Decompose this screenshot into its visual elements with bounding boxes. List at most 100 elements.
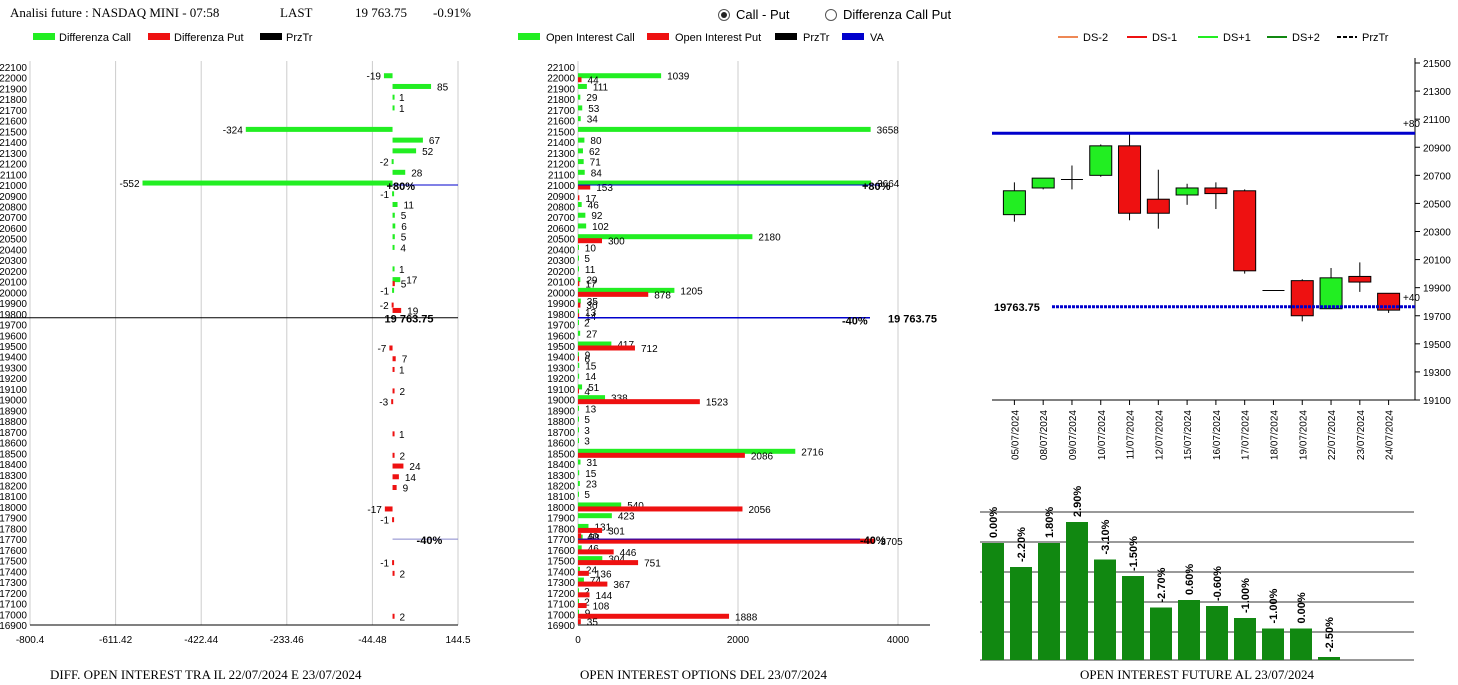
bar: [578, 238, 602, 244]
y-tick-label: 20500: [547, 235, 575, 246]
oi-options-chart: Open Interest Call Open Interest Put PrzTr…: [518, 32, 937, 646]
y-tick-label: 21200: [547, 160, 575, 171]
bar: [578, 83, 587, 89]
bar: [384, 506, 393, 512]
bar: [1010, 567, 1032, 660]
bar: [578, 212, 586, 218]
bar: [578, 438, 579, 444]
data-label: 80: [590, 136, 602, 147]
bar: [392, 307, 402, 313]
y-tick-label: 18600: [0, 439, 27, 450]
y-tick-label: 18000: [547, 503, 575, 514]
data-label: 1205: [680, 286, 703, 297]
y-tick-label: 19700: [547, 321, 575, 332]
bar: [578, 277, 581, 283]
bar: [392, 431, 395, 437]
bar: [578, 448, 796, 454]
bar: [1094, 559, 1116, 660]
radio-diff[interactable]: Differenza Call Put: [825, 7, 951, 22]
y-tick-label: 18300: [547, 471, 575, 482]
bar: [578, 291, 649, 297]
bar: [392, 137, 423, 143]
bar: [392, 560, 395, 566]
y-tick-label: 19500: [0, 342, 27, 353]
x-tick-label: 17/07/2024: [1241, 410, 1252, 460]
y-tick-label: 18100: [0, 492, 27, 503]
y-tick-label: 19600: [547, 331, 575, 342]
x-tick-label: 144.5: [445, 635, 470, 646]
radio-call-put[interactable]: Call - Put: [718, 7, 789, 22]
data-label: 3705: [880, 537, 903, 548]
bar: [578, 302, 581, 308]
bar: [578, 169, 585, 175]
y-tick-label: 20000: [547, 288, 575, 299]
bar: [578, 491, 579, 497]
radio-diff-label: Differenza Call Put: [843, 7, 952, 22]
x-tick-label: 15/07/2024: [1183, 410, 1194, 460]
data-label: 51: [588, 383, 600, 394]
x-tick-label: 19/07/2024: [1298, 410, 1309, 460]
y-tick-label: 20700: [547, 213, 575, 224]
data-label: -2.70%: [1156, 567, 1168, 602]
data-label: 3658: [877, 125, 900, 136]
y-tick-label: 21500: [547, 127, 575, 138]
data-label: 111: [593, 82, 609, 93]
annotation: +80%: [862, 181, 891, 193]
y-tick-label: 19700: [1423, 312, 1451, 323]
y-tick-label: 20800: [547, 203, 575, 214]
bar: [1178, 600, 1200, 660]
data-label: 17: [406, 276, 418, 287]
x-tick-label: 24/07/2024: [1385, 410, 1396, 460]
y-tick-label: 17700: [547, 535, 575, 546]
data-label: -3: [379, 398, 388, 409]
data-label: 144: [596, 591, 613, 602]
y-tick-label: 17700: [0, 535, 27, 546]
x-tick-label: 22/07/2024: [1327, 410, 1338, 460]
y-tick-label: 20400: [0, 245, 27, 256]
bar: [392, 613, 395, 619]
radio-call-put-label: Call - Put: [736, 7, 790, 22]
data-label: -1.50%: [1128, 536, 1140, 571]
y-tick-label: 19300: [547, 363, 575, 374]
data-label: 23: [586, 480, 598, 491]
data-label: 2086: [751, 451, 774, 462]
oi-future-chart: 0.00% -2.20% 1.80% 2.90% -3.10% -1.50% -2.70% 0…: [980, 486, 1414, 661]
x-tick-label: -44.48: [358, 635, 387, 646]
data-label: 300: [608, 237, 625, 248]
y-tick-label: 17500: [547, 557, 575, 568]
bar: [578, 427, 579, 433]
y-tick-label: 17200: [0, 589, 27, 600]
bar: [578, 180, 872, 186]
data-label: -2.50%: [1324, 617, 1336, 652]
legend-swatch: [647, 33, 669, 40]
data-label: 2: [399, 569, 405, 580]
bar: [392, 266, 395, 272]
candle-body: [1089, 145, 1113, 176]
y-tick-label: 18900: [547, 406, 575, 417]
y-tick-label: 21300: [0, 149, 27, 160]
bar: [578, 533, 582, 539]
y-tick-label: 20700: [1423, 171, 1451, 182]
y-tick-label: 20300: [547, 256, 575, 267]
data-label: 102: [592, 222, 609, 233]
y-tick-label: 22000: [0, 74, 27, 85]
y-tick-label: 22000: [547, 74, 575, 85]
bar: [392, 570, 395, 576]
bar: [392, 105, 395, 111]
y-tick-label: 21400: [0, 138, 27, 149]
legend-swatch: [842, 33, 864, 40]
bar: [578, 341, 612, 347]
y-tick-label: 21600: [0, 117, 27, 128]
data-label: 5: [584, 490, 590, 501]
y-tick-label: 17600: [547, 546, 575, 557]
data-label: 44: [588, 76, 600, 87]
bar: [578, 384, 583, 390]
data-label: -1.00%: [1268, 588, 1280, 623]
y-tick-label: 19400: [0, 353, 27, 364]
annotation: -40%: [860, 535, 886, 547]
legend-label: DS-1: [1152, 32, 1177, 44]
y-tick-label: 22100: [547, 63, 575, 74]
y-tick-label: 19300: [0, 363, 27, 374]
y-tick-label: 20900: [0, 192, 27, 203]
y-tick-label: 18700: [0, 428, 27, 439]
